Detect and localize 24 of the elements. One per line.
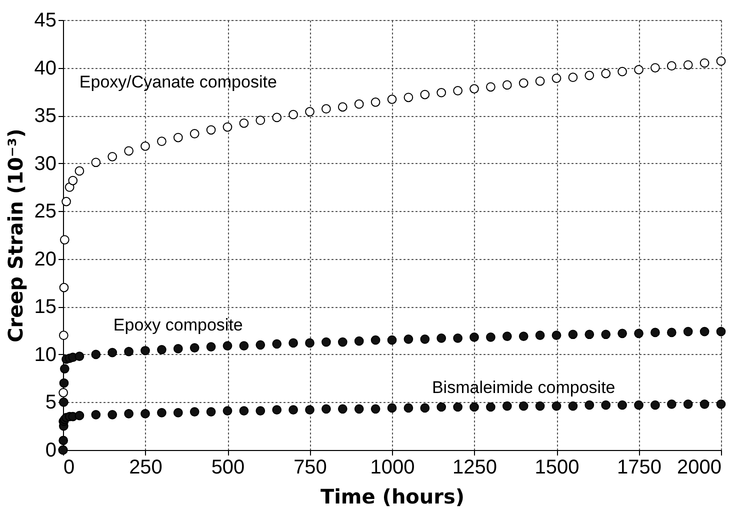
x-axis-title: Time (hours) [320, 484, 465, 508]
y-tick-label: 35 [34, 105, 56, 128]
y-tick-label: 0 [45, 440, 56, 462]
series-label: Bismaleimide composite [432, 378, 616, 398]
series-label: Epoxy/Cyanate composite [79, 72, 277, 92]
x-tick-label: 1750 [617, 456, 662, 478]
y-tick-label: 40 [34, 57, 56, 80]
x-tick-label: 1500 [534, 456, 580, 478]
y-tick-label: 25 [34, 200, 56, 223]
y-tick-label: 5 [45, 392, 56, 414]
x-tick-label: 2000 [677, 456, 722, 478]
y-axis-title: Creep Strain (10⁻³) [3, 128, 28, 342]
x-tick-label: 500 [211, 456, 245, 478]
y-tick-label: 20 [34, 248, 56, 270]
y-tick-label: 15 [34, 296, 56, 318]
x-tick-label: 250 [129, 456, 162, 478]
x-tick-label: 750 [294, 456, 327, 478]
x-tick-label: 1250 [452, 456, 497, 478]
x-tick-label: 0 [64, 456, 75, 478]
y-tick-label: 30 [34, 152, 56, 175]
series-label: Epoxy composite [113, 316, 243, 335]
y-tick-label: 10 [34, 344, 56, 366]
x-tick-label: 1000 [370, 456, 415, 478]
y-tick-label: 45 [34, 10, 56, 32]
